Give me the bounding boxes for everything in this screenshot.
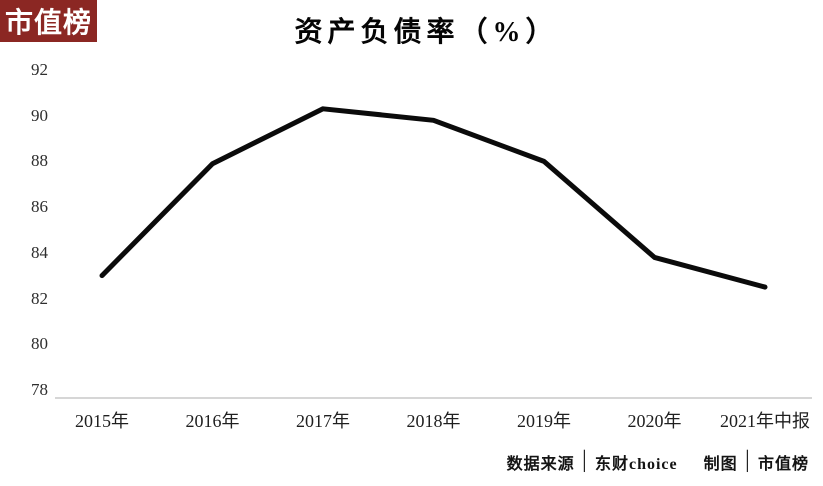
x-tick-label: 2021年中报 [720, 411, 810, 431]
x-tick-label: 2019年 [517, 411, 571, 431]
y-tick-label: 82 [31, 288, 48, 308]
y-tick-label: 78 [31, 379, 48, 399]
x-tick-label: 2020年 [627, 411, 682, 431]
x-tick-label: 2015年 [75, 411, 129, 431]
x-tick-label: 2017年 [296, 411, 350, 431]
data-line [99, 106, 768, 290]
credit-label: 制图 [703, 456, 738, 473]
x-tick-label: 2018年 [406, 411, 461, 431]
x-axis: 2015年 2016年 2017年 2018年 2019年 2020年 2021年中报 [0, 410, 823, 436]
separator-icon: │ [578, 451, 591, 472]
chart-footer: 数据来源 │ 东财choice 制图 │ 市值榜 [507, 450, 809, 474]
chart-title: 资产负债率（%） [294, 17, 559, 48]
y-tick-label: 92 [31, 60, 48, 79]
x-tick-label: 2016年 [185, 411, 240, 431]
y-tick-label: 90 [31, 105, 48, 125]
y-tick-label: 88 [31, 151, 48, 171]
brand-badge: 市值榜 [0, 0, 97, 42]
source-value: 东财choice [594, 456, 678, 473]
brand-badge-label: 市值榜 [4, 7, 92, 38]
source-label: 数据来源 [506, 456, 575, 473]
y-tick-label: 86 [31, 197, 48, 217]
y-tick-label: 80 [31, 334, 48, 354]
y-tick-label: 84 [31, 242, 48, 262]
separator-icon: │ [741, 451, 754, 472]
y-axis: 92 90 88 86 84 82 80 78 [16, 0, 48, 486]
credit-value: 市值榜 [757, 456, 809, 473]
